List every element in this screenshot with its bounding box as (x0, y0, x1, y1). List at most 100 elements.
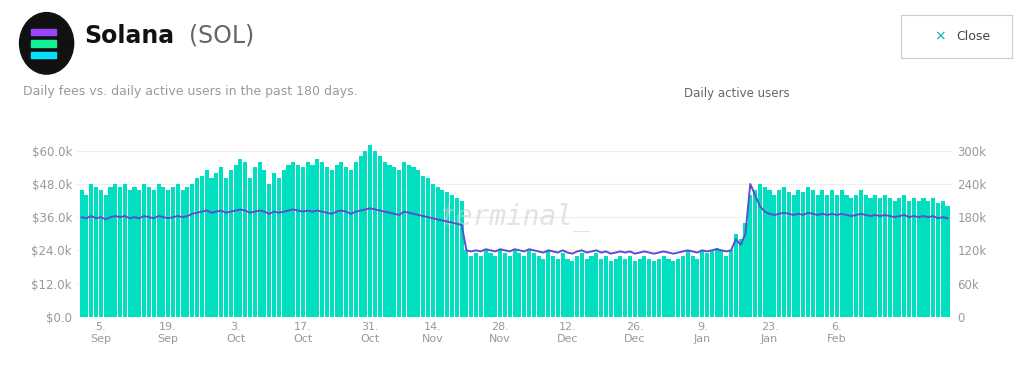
Bar (142, 184, 146, 317)
Bar (849, 198, 853, 317)
Bar (845, 195, 849, 317)
Bar (272, 173, 276, 317)
Bar (734, 234, 738, 317)
Bar (195, 178, 199, 317)
Bar (830, 190, 835, 317)
Bar (570, 261, 574, 317)
Bar (310, 165, 314, 317)
Bar (647, 259, 651, 317)
Bar (662, 256, 666, 317)
Bar (633, 261, 637, 317)
Bar (690, 256, 694, 317)
Bar (806, 187, 810, 317)
Circle shape (19, 12, 74, 74)
Bar (936, 203, 940, 317)
Bar (652, 261, 656, 317)
Bar (546, 250, 550, 317)
Bar (109, 187, 113, 317)
Bar (599, 259, 603, 317)
Bar (792, 195, 796, 317)
Bar (700, 250, 705, 317)
Bar (873, 195, 878, 317)
FancyArrow shape (31, 29, 56, 35)
Bar (590, 256, 594, 317)
Bar (604, 256, 608, 317)
Bar (879, 198, 883, 317)
Bar (440, 190, 444, 317)
Bar (166, 190, 170, 317)
Bar (157, 184, 161, 317)
Bar (503, 253, 507, 317)
Bar (450, 195, 454, 317)
Bar (522, 256, 526, 317)
Bar (811, 190, 815, 317)
Bar (560, 253, 564, 317)
Bar (180, 190, 184, 317)
Bar (840, 190, 844, 317)
Bar (825, 195, 829, 317)
Bar (474, 253, 478, 317)
Bar (426, 178, 430, 317)
Bar (392, 167, 396, 317)
Bar (330, 170, 334, 317)
Bar (276, 178, 281, 317)
Bar (479, 256, 483, 317)
Bar (469, 256, 473, 317)
Bar (517, 253, 521, 317)
Bar (349, 170, 353, 317)
Bar (542, 259, 546, 317)
Bar (248, 178, 252, 317)
Bar (580, 253, 584, 317)
Bar (715, 248, 719, 317)
Bar (335, 165, 339, 317)
Bar (786, 192, 791, 317)
Bar (103, 195, 108, 317)
Bar (190, 184, 195, 317)
Bar (89, 184, 93, 317)
Bar (551, 256, 555, 317)
Bar (758, 184, 762, 317)
Bar (642, 256, 646, 317)
Bar (897, 198, 901, 317)
Bar (508, 256, 512, 317)
Bar (941, 201, 945, 317)
Bar (859, 190, 863, 317)
Bar (797, 190, 801, 317)
Bar (743, 223, 748, 317)
Bar (455, 198, 459, 317)
Bar (863, 195, 867, 317)
Bar (738, 239, 742, 317)
Bar (888, 198, 892, 317)
Bar (358, 156, 362, 317)
Bar (98, 190, 102, 317)
Bar (228, 170, 232, 317)
Bar (893, 201, 897, 317)
Bar (267, 184, 271, 317)
Bar (205, 170, 209, 317)
Bar (114, 184, 118, 317)
Bar (618, 256, 623, 317)
Bar (378, 156, 382, 317)
Bar (945, 206, 949, 317)
Bar (565, 259, 569, 317)
Bar (383, 162, 387, 317)
Bar (397, 170, 401, 317)
FancyArrow shape (31, 52, 56, 58)
Bar (373, 151, 377, 317)
Bar (171, 187, 175, 317)
Bar (401, 162, 406, 317)
Bar (907, 201, 911, 317)
Bar (321, 162, 325, 317)
Bar (407, 165, 411, 317)
Bar (488, 253, 493, 317)
Bar (460, 201, 464, 317)
Bar (801, 192, 805, 317)
Bar (176, 184, 180, 317)
Bar (513, 250, 516, 317)
Text: Daily active users: Daily active users (684, 87, 791, 100)
Bar (667, 259, 671, 317)
Bar (185, 187, 189, 317)
Bar (162, 187, 166, 317)
Bar (417, 170, 421, 317)
Bar (638, 259, 642, 317)
